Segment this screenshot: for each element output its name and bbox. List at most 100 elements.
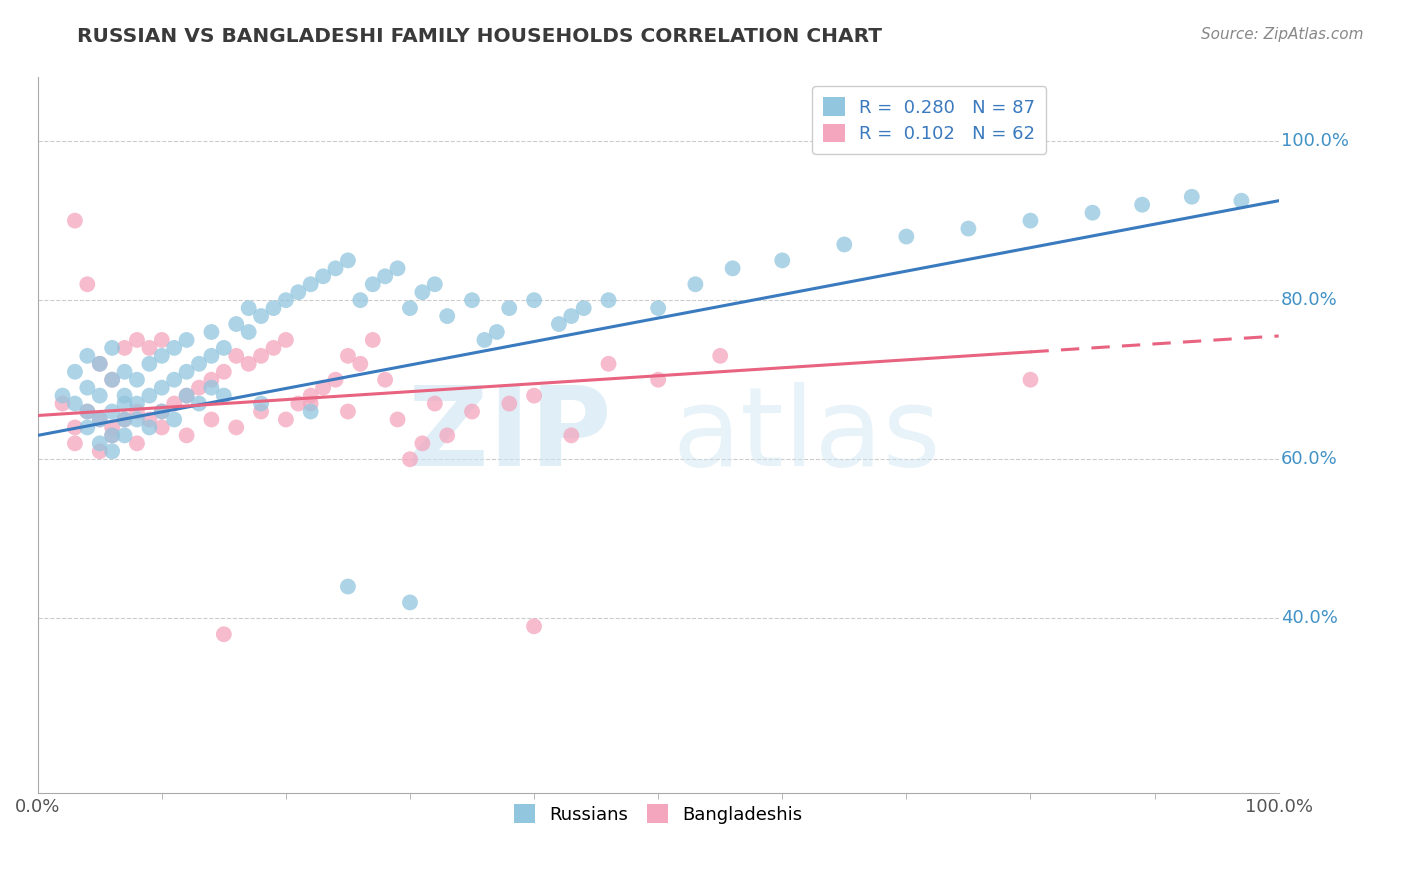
Point	[287, 285, 309, 300]
Point	[238, 301, 260, 315]
Text: atlas: atlas	[673, 382, 942, 489]
Point	[114, 365, 136, 379]
Point	[647, 301, 669, 315]
Point	[498, 396, 520, 410]
Point	[250, 309, 273, 323]
Point	[1130, 197, 1153, 211]
Point	[176, 365, 198, 379]
Point	[150, 349, 173, 363]
Point	[238, 357, 260, 371]
Point	[336, 349, 359, 363]
Point	[312, 269, 335, 284]
Point	[114, 396, 136, 410]
Point	[461, 293, 484, 308]
Point	[150, 381, 173, 395]
Point	[138, 389, 160, 403]
Point	[299, 396, 322, 410]
Point	[138, 341, 160, 355]
Point	[200, 373, 222, 387]
Point	[200, 349, 222, 363]
Point	[250, 349, 273, 363]
Point	[299, 277, 322, 292]
Point	[387, 412, 409, 426]
Point	[436, 309, 458, 323]
Point	[212, 341, 235, 355]
Point	[188, 381, 211, 395]
Point	[423, 277, 446, 292]
Point	[101, 444, 124, 458]
Point	[523, 293, 546, 308]
Point	[114, 341, 136, 355]
Point	[176, 333, 198, 347]
Point	[299, 404, 322, 418]
Point	[163, 412, 186, 426]
Point	[63, 396, 86, 410]
Point	[349, 293, 371, 308]
Point	[188, 357, 211, 371]
Point	[1230, 194, 1253, 208]
Point	[225, 349, 247, 363]
Point	[325, 373, 347, 387]
Point	[76, 404, 98, 418]
Point	[150, 404, 173, 418]
Point	[461, 404, 484, 418]
Text: ZIP: ZIP	[408, 382, 612, 489]
Text: RUSSIAN VS BANGLADESHI FAMILY HOUSEHOLDS CORRELATION CHART: RUSSIAN VS BANGLADESHI FAMILY HOUSEHOLDS…	[77, 27, 883, 45]
Text: 80.0%: 80.0%	[1281, 291, 1339, 310]
Point	[114, 389, 136, 403]
Point	[76, 349, 98, 363]
Point	[76, 277, 98, 292]
Legend: Russians, Bangladeshis: Russians, Bangladeshis	[503, 793, 814, 834]
Point	[274, 293, 297, 308]
Point	[101, 341, 124, 355]
Point	[89, 444, 111, 458]
Point	[411, 285, 433, 300]
Point	[336, 253, 359, 268]
Point	[101, 420, 124, 434]
Point	[176, 389, 198, 403]
Point	[63, 213, 86, 227]
Point	[598, 293, 620, 308]
Point	[685, 277, 707, 292]
Point	[834, 237, 856, 252]
Point	[89, 436, 111, 450]
Point	[101, 373, 124, 387]
Point	[101, 404, 124, 418]
Point	[176, 428, 198, 442]
Point	[287, 396, 309, 410]
Point	[163, 396, 186, 410]
Point	[896, 229, 918, 244]
Point	[163, 373, 186, 387]
Point	[361, 333, 384, 347]
Point	[721, 261, 744, 276]
Point	[374, 269, 396, 284]
Point	[336, 580, 359, 594]
Point	[387, 261, 409, 276]
Point	[361, 277, 384, 292]
Point	[560, 309, 582, 323]
Point	[138, 357, 160, 371]
Point	[125, 373, 148, 387]
Point	[176, 389, 198, 403]
Point	[63, 365, 86, 379]
Point	[336, 404, 359, 418]
Point	[274, 333, 297, 347]
Point	[238, 325, 260, 339]
Text: Source: ZipAtlas.com: Source: ZipAtlas.com	[1201, 27, 1364, 42]
Point	[250, 404, 273, 418]
Point	[572, 301, 595, 315]
Point	[212, 389, 235, 403]
Point	[399, 452, 422, 467]
Point	[250, 396, 273, 410]
Point	[325, 261, 347, 276]
Point	[114, 412, 136, 426]
Point	[598, 357, 620, 371]
Point	[485, 325, 508, 339]
Point	[200, 412, 222, 426]
Point	[263, 341, 285, 355]
Point	[200, 381, 222, 395]
Point	[957, 221, 980, 235]
Point	[63, 420, 86, 434]
Point	[498, 301, 520, 315]
Point	[138, 420, 160, 434]
